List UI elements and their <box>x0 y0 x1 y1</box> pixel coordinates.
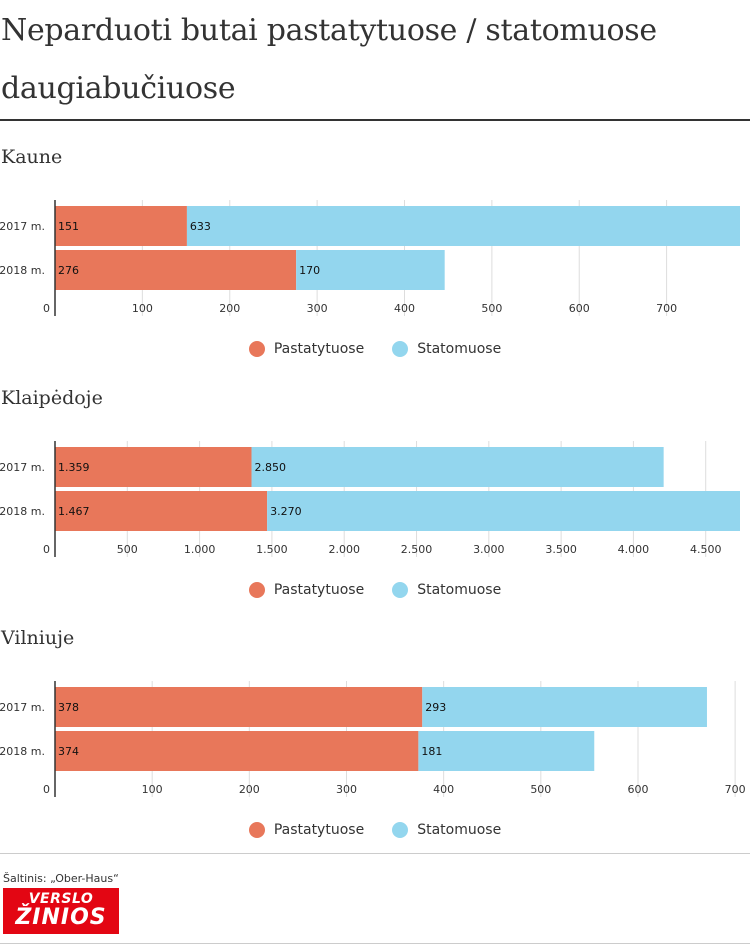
x-tick-label: 4.000 <box>618 543 650 556</box>
x-tick-label: 700 <box>656 302 677 315</box>
category-label: 2018 m. <box>0 745 45 758</box>
x-tick-label: 100 <box>132 302 153 315</box>
bar-value-label: 151 <box>58 220 79 233</box>
x-tick-label: 2.000 <box>328 543 360 556</box>
bar-pastatytuose[interactable] <box>55 687 423 727</box>
x-tick-label: 300 <box>307 302 328 315</box>
bar-value-label: 2.850 <box>255 461 287 474</box>
chart-panel-kaune: Kaune 0 100 200 300 400 500 600 700 2017 m. 151 63… <box>0 146 750 381</box>
chart-title: Kaune <box>1 146 63 168</box>
chart-klaipedoje: 0 500 1.000 1.500 2.000 2.500 3.000 3.500 4.000 4… <box>0 441 740 557</box>
x-tick-label: 3.000 <box>473 543 505 556</box>
x-tick-label: 400 <box>433 783 454 796</box>
bar-pastatytuose[interactable] <box>55 250 297 290</box>
x-tick-label: 200 <box>219 302 240 315</box>
verslo-zinios-logo: VERSLO ŽINIOS <box>3 888 119 934</box>
x-tick-label: 600 <box>627 783 648 796</box>
chart-title: Vilniuje <box>1 627 75 649</box>
bar-pastatytuose[interactable] <box>55 731 419 771</box>
legend-label-pastatytuose: Pastatytuose <box>273 822 365 838</box>
legend-label-pastatytuose: Pastatytuose <box>273 341 365 357</box>
legend-swatch-pastatytuose <box>248 582 265 598</box>
legend: Pastatytuose Statomuose <box>0 341 750 357</box>
legend-item-pastatytuose[interactable]: Pastatytuose <box>248 582 365 598</box>
category-label: 2017 m. <box>0 461 45 474</box>
x-tick-label: 0 <box>43 543 50 556</box>
bar-statomuose[interactable] <box>186 206 741 246</box>
legend-item-statomuose[interactable]: Statomuose <box>392 822 501 838</box>
bar-value-label: 181 <box>421 745 442 758</box>
logo-text-bottom: ŽINIOS <box>15 905 107 930</box>
legend-item-statomuose[interactable]: Statomuose <box>392 341 501 357</box>
x-tick-label: 500 <box>481 302 502 315</box>
legend-label-pastatytuose: Pastatytuose <box>273 582 365 598</box>
x-tick-label: 200 <box>239 783 260 796</box>
legend: Pastatytuose Statomuose <box>0 822 750 838</box>
x-tick-label: 3.500 <box>545 543 577 556</box>
bar-pastatytuose[interactable] <box>55 447 252 487</box>
x-tick-label: 400 <box>394 302 415 315</box>
bar-statomuose[interactable] <box>296 250 445 290</box>
x-tick-label: 0 <box>43 783 50 796</box>
bar-pastatytuose[interactable] <box>55 206 187 246</box>
legend-label-statomuose: Statomuose <box>417 822 502 838</box>
x-tick-label: 300 <box>336 783 357 796</box>
legend-label-statomuose: Statomuose <box>417 582 502 598</box>
bar-statomuose[interactable] <box>267 491 740 531</box>
bar-value-label: 1.467 <box>58 505 90 518</box>
x-tick-label: 2.500 <box>401 543 433 556</box>
x-tick-label: 500 <box>530 783 551 796</box>
x-tick-label: 100 <box>142 783 163 796</box>
x-tick-label: 0 <box>43 302 50 315</box>
legend-swatch-statomuose <box>392 341 409 357</box>
chart-title: Klaipėdoje <box>1 387 103 409</box>
bar-value-label: 374 <box>58 745 79 758</box>
bar-value-label: 293 <box>425 701 446 714</box>
bar-value-label: 276 <box>58 264 79 277</box>
bar-value-label: 3.270 <box>270 505 302 518</box>
chart-kaune: 0 100 200 300 400 500 600 700 2017 m. 151 633 2018 … <box>0 200 741 316</box>
legend-item-pastatytuose[interactable]: Pastatytuose <box>248 341 365 357</box>
bar-statomuose[interactable] <box>251 447 664 487</box>
chart-panel-vilniuje: Vilniuje 0 100 200 300 400 500 600 700 2017 m. 37… <box>0 627 750 862</box>
x-tick-label: 1.500 <box>256 543 288 556</box>
x-tick-label: 600 <box>569 302 590 315</box>
category-label: 2018 m. <box>0 264 45 277</box>
legend-swatch-pastatytuose <box>248 341 265 357</box>
page-title: Neparduoti butai pastatytuose / statomuo… <box>1 13 657 106</box>
category-label: 2017 m. <box>0 701 45 714</box>
bar-value-label: 170 <box>299 264 320 277</box>
chart-vilniuje: 0 100 200 300 400 500 600 700 2017 m. 378 293 2018 … <box>0 681 746 797</box>
bar-statomuose[interactable] <box>422 687 707 727</box>
legend-item-pastatytuose[interactable]: Pastatytuose <box>248 822 365 838</box>
footer-bottom-divider <box>0 943 750 944</box>
x-tick-label: 4.500 <box>690 543 722 556</box>
bar-statomuose[interactable] <box>418 731 595 771</box>
bar-value-label: 1.359 <box>58 461 90 474</box>
bar-pastatytuose[interactable] <box>55 491 268 531</box>
legend-item-statomuose[interactable]: Statomuose <box>392 582 501 598</box>
title-divider <box>0 119 750 121</box>
chart-panel-klaipedoje: Klaipėdoje 0 500 1.000 1.500 2.000 2.500 3.000… <box>0 387 750 622</box>
x-tick-label: 500 <box>117 543 138 556</box>
legend: Pastatytuose Statomuose <box>0 582 750 598</box>
legend-swatch-statomuose <box>392 582 409 598</box>
footer-divider <box>0 853 750 854</box>
logo-text-top: VERSLO <box>28 891 94 907</box>
legend-swatch-pastatytuose <box>248 822 265 838</box>
category-label: 2018 m. <box>0 505 45 518</box>
source-note: Šaltinis: „Ober-Haus“ <box>3 872 119 885</box>
legend-label-statomuose: Statomuose <box>417 341 502 357</box>
legend-swatch-statomuose <box>392 822 409 838</box>
x-tick-label: 1.000 <box>184 543 216 556</box>
bar-value-label: 633 <box>190 220 211 233</box>
x-tick-label: 700 <box>725 783 746 796</box>
bar-value-label: 378 <box>58 701 79 714</box>
category-label: 2017 m. <box>0 220 45 233</box>
